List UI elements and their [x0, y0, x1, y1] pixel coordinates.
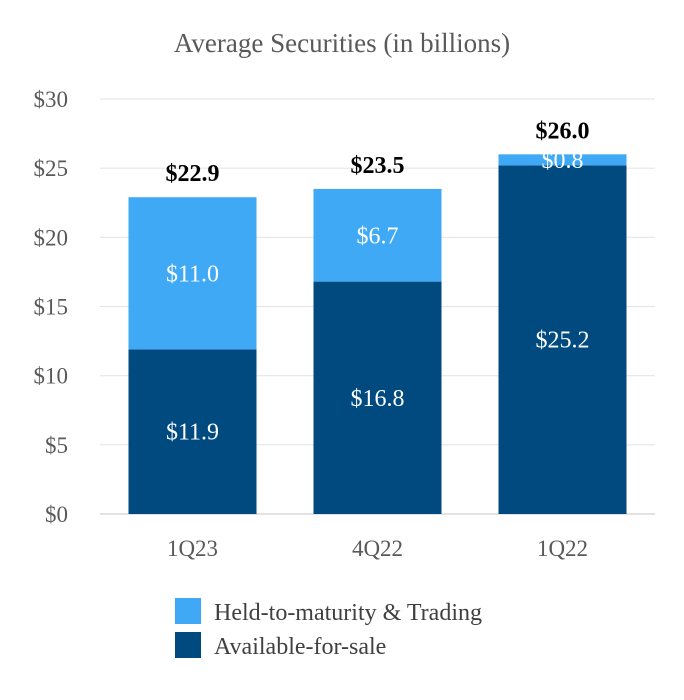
bar-1Q22-held-to-maturity [498, 154, 627, 166]
y-tick-label: $5 [45, 433, 68, 458]
x-category-label: 1Q23 [167, 536, 218, 561]
data-label-1Q23-available-for-sale: $11.9 [166, 420, 219, 446]
y-tick-label: $10 [34, 364, 69, 389]
x-category-label: 4Q22 [352, 536, 403, 561]
legend-entry: Held-to-maturity & Trading [214, 600, 482, 626]
bar-1Q23-held-to-maturity [128, 197, 257, 350]
total-label-4Q22: $23.5 [351, 153, 405, 179]
bar-1Q23-available-for-sale [128, 349, 257, 514]
bar-4Q22-available-for-sale [313, 281, 442, 514]
chart-title: Average Securities (in billions) [174, 28, 510, 58]
y-tick-label: $0 [45, 502, 68, 527]
y-tick-label: $15 [34, 295, 69, 320]
data-label-1Q22-available-for-sale: $25.2 [536, 328, 590, 354]
total-label-1Q22: $26.0 [536, 118, 590, 144]
x-axis-categories: 1Q23 4Q22 1Q22 [167, 536, 588, 561]
data-label-4Q22-available-for-sale: $16.8 [351, 386, 405, 412]
y-axis-ticks: $0 $5 $10 $15 $20 $25 $30 [34, 87, 69, 527]
data-label-1Q23-held-to-maturity: $11.0 [166, 261, 219, 287]
legend: Held-to-maturity & Trading Available-for-… [175, 598, 482, 660]
x-category-label: 1Q22 [537, 536, 588, 561]
legend-swatch [175, 632, 201, 658]
bar-4Q22-held-to-maturity [313, 188, 442, 282]
bar-1Q22-available-for-sale [498, 165, 627, 514]
y-tick-label: $25 [34, 156, 69, 181]
data-labels: $11.9 $11.0 $22.9 $16.8 $6.7 $23.5 $25.2 $0.8 $2… [166, 118, 590, 445]
y-tick-label: $20 [34, 225, 69, 250]
data-label-1Q22-held-to-maturity: $0.8 [542, 148, 584, 174]
data-label-4Q22-held-to-maturity: $6.7 [357, 223, 399, 249]
total-label-1Q23: $22.9 [166, 161, 220, 187]
bars [128, 154, 627, 514]
y-tick-label: $30 [34, 87, 69, 112]
legend-swatch [175, 598, 201, 624]
legend-entry: Available-for-sale [214, 634, 386, 660]
